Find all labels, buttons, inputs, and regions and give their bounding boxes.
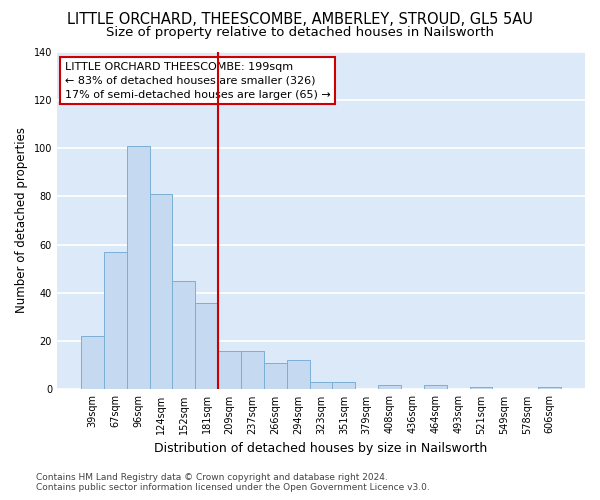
Bar xyxy=(378,384,401,390)
Bar xyxy=(287,360,310,390)
Bar xyxy=(127,146,149,390)
X-axis label: Distribution of detached houses by size in Nailsworth: Distribution of detached houses by size … xyxy=(154,442,488,455)
Bar xyxy=(310,382,332,390)
Bar xyxy=(332,382,355,390)
Bar xyxy=(241,351,264,390)
Bar xyxy=(538,387,561,390)
Bar xyxy=(104,252,127,390)
Bar xyxy=(470,387,493,390)
Y-axis label: Number of detached properties: Number of detached properties xyxy=(15,128,28,314)
Bar xyxy=(149,194,172,390)
Text: LITTLE ORCHARD THEESCOMBE: 199sqm
← 83% of detached houses are smaller (326)
17%: LITTLE ORCHARD THEESCOMBE: 199sqm ← 83% … xyxy=(65,62,331,100)
Bar xyxy=(172,281,195,390)
Text: LITTLE ORCHARD, THEESCOMBE, AMBERLEY, STROUD, GL5 5AU: LITTLE ORCHARD, THEESCOMBE, AMBERLEY, ST… xyxy=(67,12,533,28)
Bar xyxy=(218,351,241,390)
Bar xyxy=(424,384,446,390)
Bar xyxy=(195,302,218,390)
Text: Contains HM Land Registry data © Crown copyright and database right 2024.
Contai: Contains HM Land Registry data © Crown c… xyxy=(36,473,430,492)
Bar xyxy=(264,363,287,390)
Text: Size of property relative to detached houses in Nailsworth: Size of property relative to detached ho… xyxy=(106,26,494,39)
Bar xyxy=(81,336,104,390)
